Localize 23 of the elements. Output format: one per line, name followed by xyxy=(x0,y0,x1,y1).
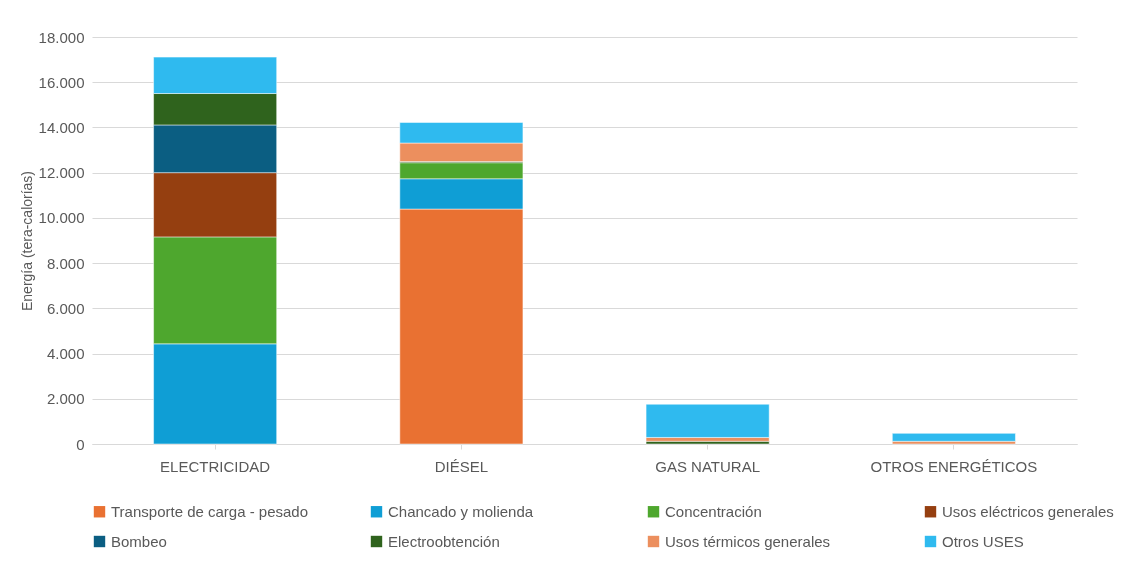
y-tick-label: 6.000 xyxy=(46,299,85,317)
legend-label: Chancado y molienda xyxy=(388,502,534,520)
legend-label: Bombeo xyxy=(111,532,167,550)
y-tick-label: 0 xyxy=(76,435,85,453)
y-tick-label: 2.000 xyxy=(46,390,85,408)
legend-label: Otros USES xyxy=(942,532,1024,550)
legend-label: Usos eléctricos generales xyxy=(942,502,1114,520)
x-tick-label: GAS NATURAL xyxy=(655,457,760,475)
y-tick-label: 10.000 xyxy=(38,209,85,227)
legend-label: Electroobtención xyxy=(388,532,500,550)
x-tick-label: OTROS ENERGÉTICOS xyxy=(870,457,1038,475)
x-tick-label: ELECTRICIDAD xyxy=(160,457,271,475)
legend-label: Concentración xyxy=(665,502,762,520)
y-tick-label: 8.000 xyxy=(46,254,85,272)
y-tick-label: 12.000 xyxy=(38,164,85,182)
legend-label: Transporte de carga - pesado xyxy=(111,502,309,520)
y-axis-title: Energía (tera-calorías) xyxy=(18,170,35,312)
x-tick-label: DIÉSEL xyxy=(434,457,489,475)
y-tick-label: 16.000 xyxy=(38,73,85,91)
y-tick-label: 18.000 xyxy=(38,28,85,46)
legend-label: Usos térmicos generales xyxy=(665,532,831,550)
y-tick-label: 4.000 xyxy=(46,345,85,363)
y-tick-label: 14.000 xyxy=(38,118,85,136)
